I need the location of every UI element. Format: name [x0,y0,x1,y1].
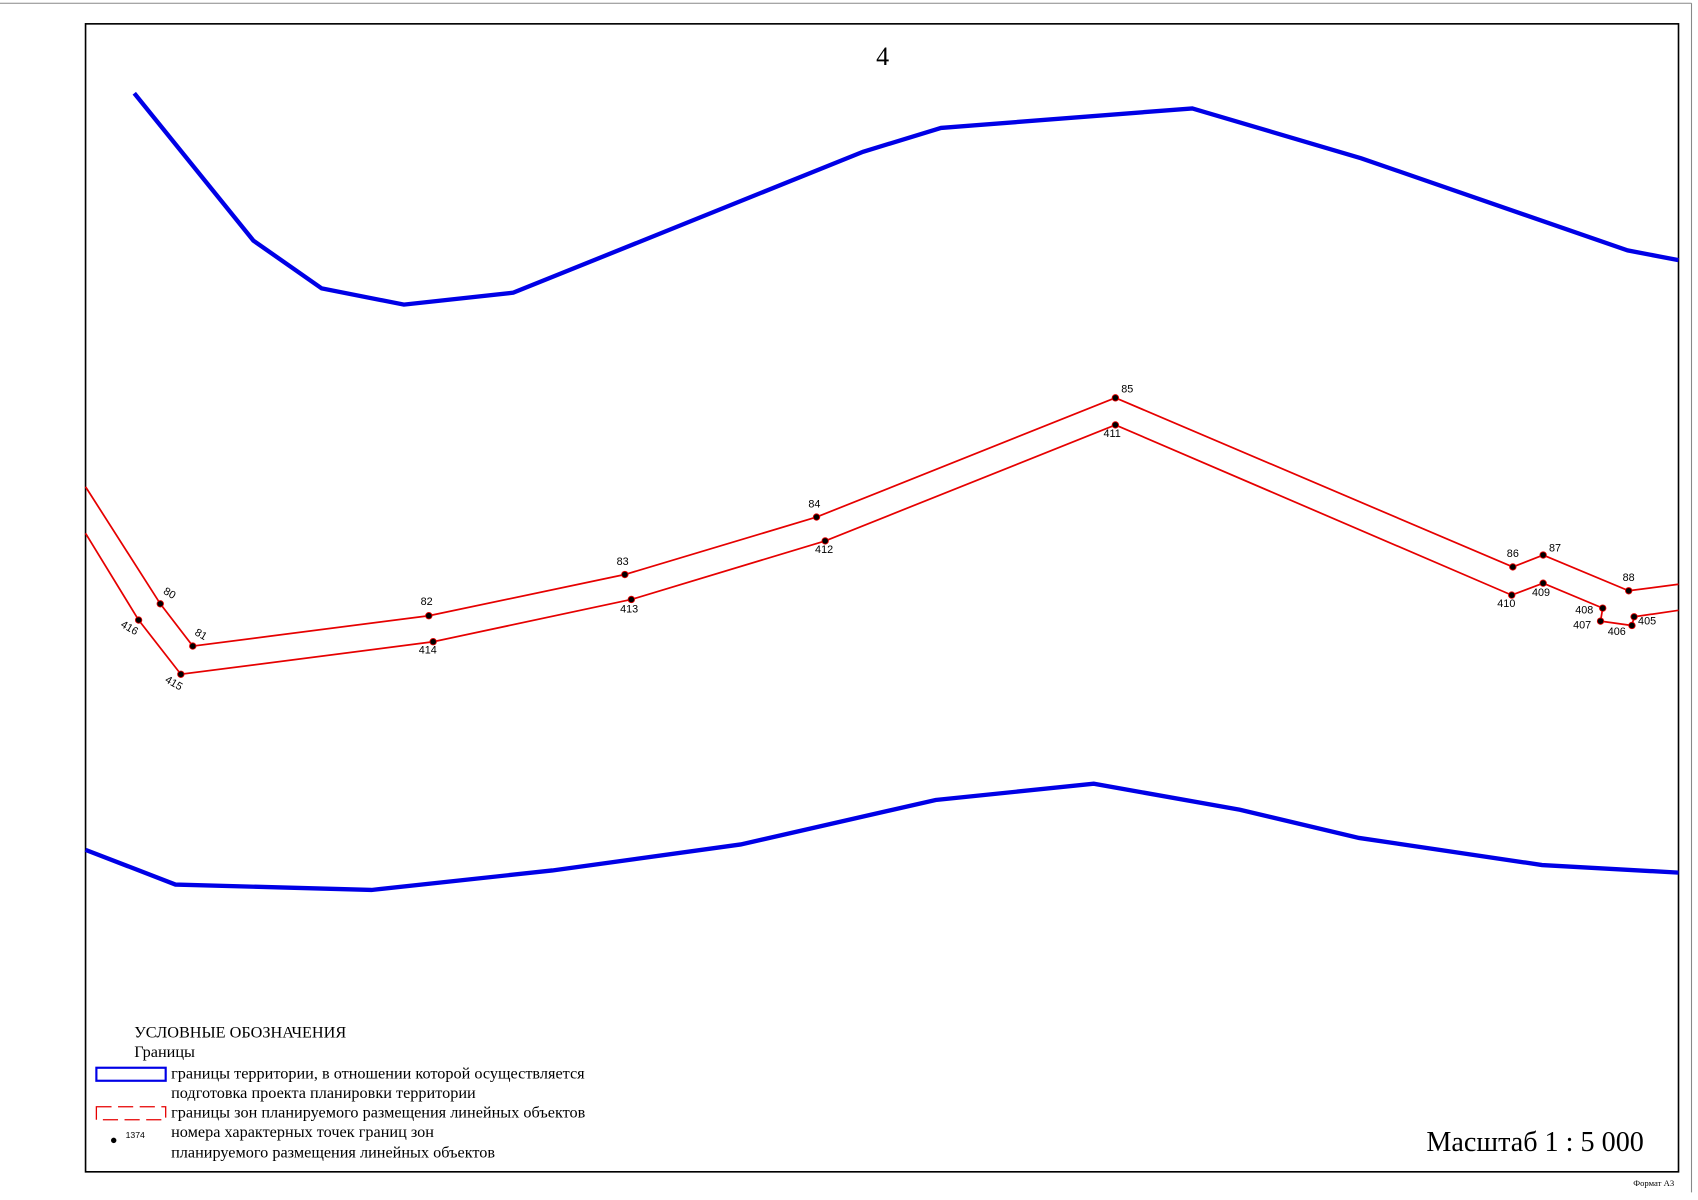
boundary-point [621,570,629,579]
point-label: 87 [1549,543,1561,555]
point-label: 80 [161,585,177,601]
boundary-point [1111,421,1120,429]
boundary-point [1539,551,1547,559]
boundary-point [821,537,829,545]
legend-text: планируемого размещения линейных объекто… [171,1144,495,1162]
point-label: 412 [815,544,833,556]
sheet-format: Формат А3 [1633,1178,1674,1188]
boundary-point [1509,563,1517,571]
point-label: 81 [193,627,209,643]
point-label: 405 [1638,615,1656,627]
territory-boundary [84,781,1679,893]
boundary-point [1111,394,1120,402]
boundary-point [156,600,164,608]
legend-text: границы зон планируемого размещения лине… [171,1104,586,1122]
legend-subtitle: Границы [134,1043,195,1061]
map-frame [84,23,1680,1173]
point-label: 408 [1575,605,1593,617]
boundary-point [1508,591,1516,599]
boundary-point [1630,613,1638,621]
legend-swatch-blue [95,1066,167,1082]
point-label: 413 [620,603,638,615]
point-label: 82 [421,596,433,608]
legend: УСЛОВНЫЕ ОБОЗНАЧЕНИЯ Границы границы тер… [95,1023,586,1162]
point-label: 88 [1623,572,1635,584]
point-label: 409 [1532,587,1550,599]
boundary-point [189,642,197,650]
scale: Масштаб 1 : 5 000 [1426,1127,1643,1158]
legend-text: подготовка проекта планировки территории [171,1084,476,1102]
boundary-point [1596,617,1605,625]
boundary-point [177,670,185,678]
point-label: 83 [617,556,629,568]
legend-sample: 1374 [126,1130,145,1140]
point-label: 411 [1104,428,1121,440]
zone-boundary [84,396,1679,647]
point-label: 84 [808,498,820,510]
boundary-point [1539,579,1547,587]
legend-text: границы территории, в отношении которой … [171,1065,585,1083]
boundary-point [627,595,636,604]
boundary-point [134,616,143,624]
legend-text: номера характерных точек границ зон [171,1123,434,1141]
boundary-point [1628,621,1636,630]
point-label: 406 [1608,626,1626,638]
point-label: 86 [1507,548,1519,560]
zone-boundary [84,423,1679,676]
page-number: 4 [876,42,889,71]
legend-title: УСЛОВНЫЕ ОБОЗНАЧЕНИЯ [134,1023,346,1041]
point-label: 407 [1573,620,1591,632]
territory-boundary [132,91,1679,307]
legend-swatch-red [95,1106,167,1121]
point-label: 85 [1121,383,1133,395]
boundary-point [1599,604,1607,612]
boundary-point [812,513,821,521]
boundary-point [429,638,437,646]
legend-point [110,1137,117,1144]
point-label: 414 [419,645,437,657]
point-label: 410 [1497,598,1515,610]
boundary-point [1625,587,1633,595]
boundary-point [425,612,433,620]
